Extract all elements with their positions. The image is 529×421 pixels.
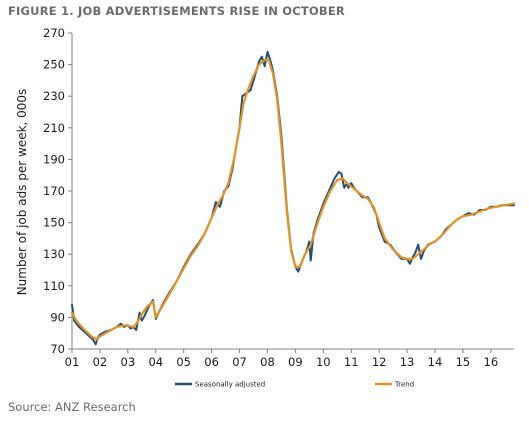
source-note: Source: ANZ Research bbox=[8, 400, 136, 414]
y-axis-label: Number of job ads per week, 000s bbox=[15, 89, 29, 296]
x-tick-label: 05 bbox=[176, 355, 191, 369]
x-tick-label: 02 bbox=[93, 355, 108, 369]
y-tick-label: 250 bbox=[43, 58, 65, 72]
legend-label-trend: Trend bbox=[394, 381, 414, 389]
x-tick-label: 13 bbox=[400, 355, 415, 369]
chart-title: FIGURE 1. JOB ADVERTISEMENTS RISE IN OCT… bbox=[8, 4, 345, 18]
legend-label-seasonally-adjusted: Seasonally adjusted bbox=[195, 381, 265, 389]
x-tick-label: 09 bbox=[288, 355, 303, 369]
y-tick-label: 230 bbox=[43, 89, 65, 103]
x-tick-label: 15 bbox=[456, 355, 471, 369]
x-tick-label: 12 bbox=[372, 355, 387, 369]
series-line-seasonally-adjusted bbox=[71, 51, 515, 346]
x-tick-label: 01 bbox=[65, 355, 80, 369]
x-tick-label: 03 bbox=[121, 355, 136, 369]
x-tick-label: 16 bbox=[484, 355, 499, 369]
series-lines bbox=[70, 51, 516, 346]
x-tick-label: 08 bbox=[260, 355, 275, 369]
y-tick-label: 270 bbox=[43, 26, 65, 40]
x-tick-label: 14 bbox=[428, 355, 443, 369]
x-tick-label: 07 bbox=[232, 355, 247, 369]
y-tick-label: 70 bbox=[50, 342, 65, 356]
series-line-trend bbox=[70, 58, 516, 341]
axes bbox=[71, 33, 514, 350]
legend: Seasonally adjusted Trend bbox=[175, 381, 414, 389]
x-tick-label: 06 bbox=[204, 355, 219, 369]
y-tick-label: 150 bbox=[43, 216, 65, 230]
y-tick-label: 190 bbox=[43, 152, 65, 166]
x-ticks: 01 02 03 04 05 06 07 08 09 10 11 12 13 14 15 16 bbox=[65, 349, 498, 369]
x-tick-label: 04 bbox=[148, 355, 163, 369]
y-ticks: 70 90 110 130 150 170 190 210 230 250 270 bbox=[43, 26, 72, 356]
x-tick-label: 11 bbox=[344, 355, 359, 369]
y-tick-label: 90 bbox=[50, 310, 65, 324]
y-tick-label: 110 bbox=[43, 279, 65, 293]
y-tick-label: 210 bbox=[43, 121, 65, 135]
y-tick-label: 130 bbox=[43, 247, 65, 261]
y-tick-label: 170 bbox=[43, 184, 65, 198]
x-tick-label: 10 bbox=[316, 355, 331, 369]
